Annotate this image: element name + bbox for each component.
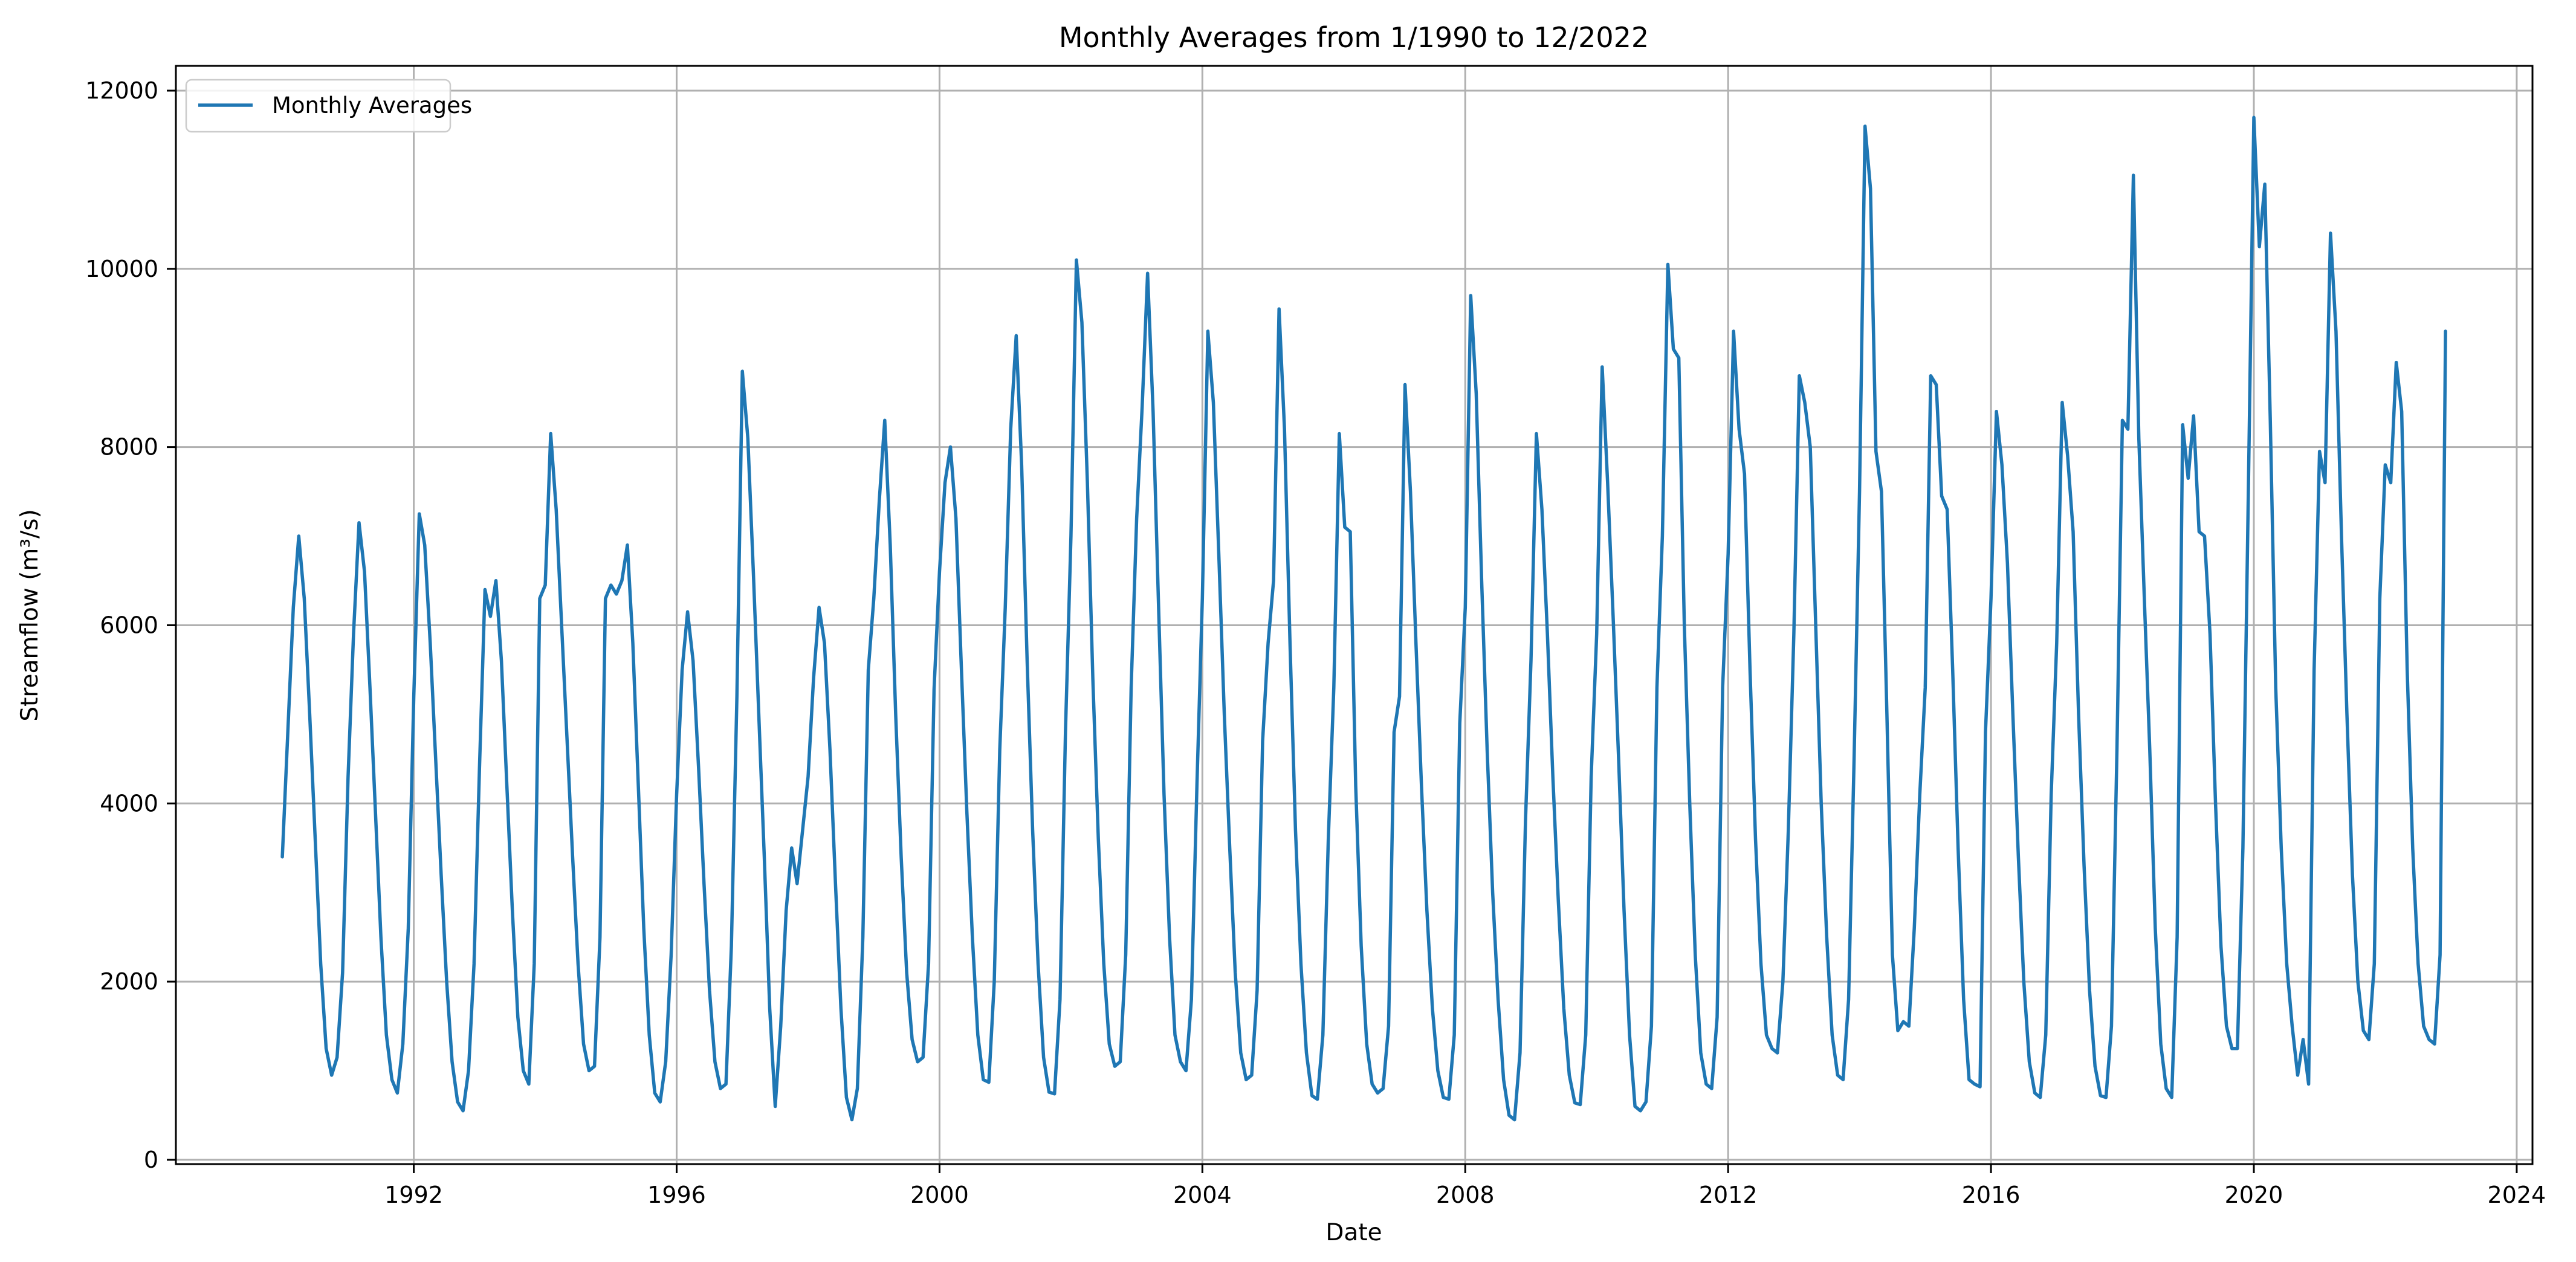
x-tick-label: 2012 (1699, 1182, 1758, 1208)
series-line-monthly-averages (280, 115, 2447, 1122)
y-tick-label: 4000 (100, 790, 158, 817)
y-tick-label: 8000 (100, 434, 158, 461)
legend-box (185, 79, 451, 133)
x-tick-label: 1996 (647, 1182, 706, 1208)
x-tick-label: 2004 (1173, 1182, 1232, 1208)
legend: Monthly Averages (185, 79, 472, 133)
x-tick-label: 2024 (2488, 1182, 2546, 1208)
y-tick-label: 10000 (85, 256, 158, 282)
axis-ticks: 1992 1996 2000 2004 2008 2012 2016 2020 2024 0 200… (85, 77, 2546, 1208)
x-tick-label: 2020 (2225, 1182, 2283, 1208)
x-tick-label: 2016 (1962, 1182, 2021, 1208)
legend-label: Monthly Averages (272, 92, 472, 118)
x-tick-label: 2008 (1436, 1182, 1495, 1208)
y-tick-label: 6000 (100, 612, 158, 638)
x-tick-label: 1992 (384, 1182, 443, 1208)
chart-title: Monthly Averages from 1/1990 to 12/2022 (1059, 21, 1649, 54)
plot-border (175, 65, 2534, 1165)
y-tick-label: 0 (144, 1147, 158, 1173)
y-tick-label: 2000 (100, 968, 158, 995)
y-tick-label: 12000 (85, 77, 158, 104)
x-tick-label: 2000 (910, 1182, 969, 1208)
y-axis-label: Streamflow (m³/s) (16, 509, 44, 721)
data-series (280, 115, 2447, 1122)
x-axis-label: Date (1325, 1219, 1382, 1246)
